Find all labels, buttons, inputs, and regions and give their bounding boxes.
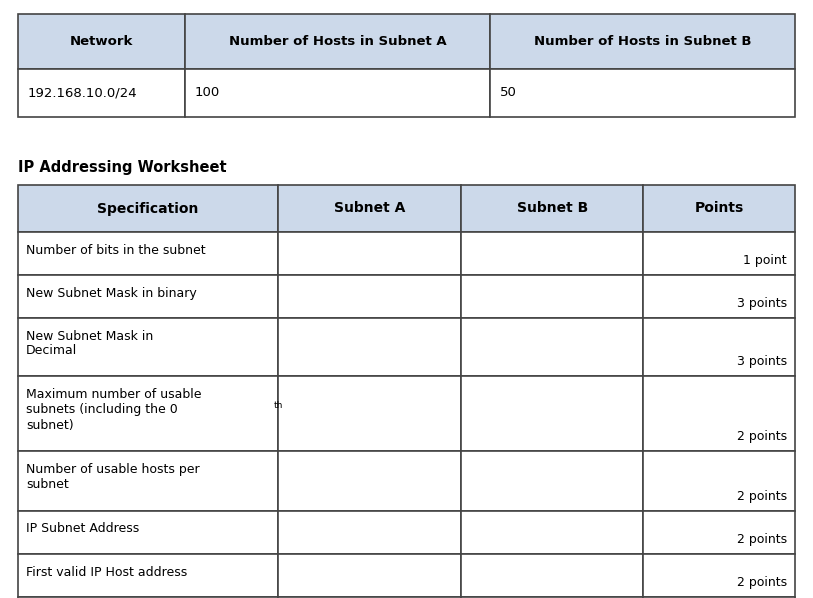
Bar [18, 554, 278, 597]
Text: Number of Hosts in Subnet B: Number of Hosts in Subnet B [534, 35, 751, 48]
Text: 3 points: 3 points [737, 297, 787, 310]
Text: New Subnet Mask in: New Subnet Mask in [26, 329, 153, 343]
Text: New Subnet Mask in binary: New Subnet Mask in binary [26, 286, 197, 300]
Bar [278, 275, 461, 318]
Text: Number of bits in the subnet: Number of bits in the subnet [26, 243, 206, 257]
Text: 2 points: 2 points [737, 533, 787, 546]
Bar [278, 554, 461, 597]
Bar [643, 511, 795, 554]
Text: 100: 100 [195, 87, 220, 99]
Text: Specification: Specification [98, 202, 199, 215]
Bar [185, 69, 490, 117]
Text: 2 points: 2 points [737, 490, 787, 503]
Bar [278, 232, 461, 275]
Bar [18, 376, 278, 451]
Text: subnet): subnet) [26, 419, 74, 432]
Bar [18, 511, 278, 554]
Text: Number of usable hosts per: Number of usable hosts per [26, 463, 200, 477]
Text: 2 points: 2 points [737, 430, 787, 443]
Bar [461, 511, 643, 554]
Bar [278, 318, 461, 376]
Bar [643, 232, 795, 275]
Bar [18, 451, 278, 511]
Bar [643, 554, 795, 597]
Text: Subnet B: Subnet B [516, 202, 588, 215]
Text: Maximum number of usable: Maximum number of usable [26, 389, 202, 401]
Bar [18, 14, 185, 69]
Bar [18, 185, 278, 232]
Text: th: th [273, 401, 283, 410]
Bar [461, 597, 643, 598]
Bar [490, 69, 795, 117]
Bar [643, 376, 795, 451]
Bar [278, 511, 461, 554]
Text: 50: 50 [501, 87, 517, 99]
Text: Subnet A: Subnet A [334, 202, 405, 215]
Bar [461, 554, 643, 597]
Bar [461, 318, 643, 376]
Text: Points: Points [694, 202, 744, 215]
Text: Decimal: Decimal [26, 344, 77, 358]
Bar [461, 275, 643, 318]
Bar [18, 597, 278, 598]
Bar [461, 185, 643, 232]
Text: IP Addressing Worksheet: IP Addressing Worksheet [18, 160, 227, 175]
Bar [185, 14, 490, 69]
Text: 1 point: 1 point [743, 254, 787, 267]
Text: 2 points: 2 points [737, 576, 787, 589]
Text: 192.168.10.0/24: 192.168.10.0/24 [28, 87, 137, 99]
Bar [643, 275, 795, 318]
Bar [490, 14, 795, 69]
Text: 3 points: 3 points [737, 355, 787, 368]
Bar [278, 376, 461, 451]
Bar [643, 597, 795, 598]
Bar [643, 185, 795, 232]
Bar [18, 69, 185, 117]
Text: IP Subnet Address: IP Subnet Address [26, 523, 139, 535]
Bar [643, 318, 795, 376]
Bar [18, 318, 278, 376]
Bar [18, 232, 278, 275]
Bar [278, 185, 461, 232]
Text: subnet: subnet [26, 478, 69, 492]
Bar [461, 376, 643, 451]
Text: subnets (including the 0: subnets (including the 0 [26, 404, 178, 416]
Text: First valid IP Host address: First valid IP Host address [26, 566, 187, 578]
Bar [643, 451, 795, 511]
Bar [18, 275, 278, 318]
Bar [278, 451, 461, 511]
Bar [461, 232, 643, 275]
Bar [278, 597, 461, 598]
Bar [461, 451, 643, 511]
Text: Number of Hosts in Subnet A: Number of Hosts in Subnet A [229, 35, 446, 48]
Text: Network: Network [70, 35, 133, 48]
